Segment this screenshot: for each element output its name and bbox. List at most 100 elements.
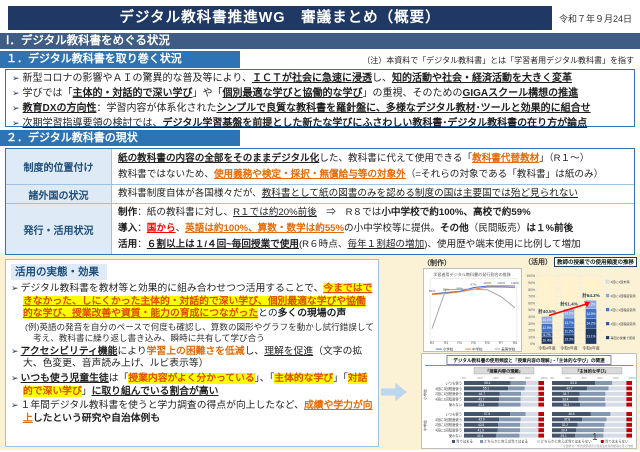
usage-caption: （活用） xyxy=(524,259,552,266)
svg-text:43.4: 43.4 xyxy=(478,403,484,407)
svg-text:20%: 20% xyxy=(565,376,571,380)
svg-text:43.9: 43.9 xyxy=(478,418,484,422)
bullet-arrow-icon: ➢ xyxy=(11,345,19,356)
svg-text:32.2: 32.2 xyxy=(562,423,568,427)
svg-text:40.4: 40.4 xyxy=(477,434,483,438)
bullet-arrow-icon: ➢ xyxy=(11,400,19,411)
svg-text:R5: R5 xyxy=(471,341,476,345)
svg-text:80%: 80% xyxy=(528,288,535,292)
svg-text:0%: 0% xyxy=(550,376,555,380)
svg-text:33.4: 33.4 xyxy=(562,397,568,401)
svg-text:令和6年度: 令和6年度 xyxy=(582,346,600,351)
effects-example: (例)英語の発音を自分のペースで何度も確認し、算数の図形やグラフを動かし試行錯誤… xyxy=(25,321,374,343)
svg-text:50%: 50% xyxy=(528,308,535,312)
svg-text:43.7: 43.7 xyxy=(566,387,572,391)
svg-text:使わない: 使わない xyxy=(449,402,463,407)
svg-text:40%: 40% xyxy=(528,315,535,319)
svg-text:20%: 20% xyxy=(477,376,483,380)
svg-text:43.7: 43.7 xyxy=(478,397,484,401)
situation-bullet-box: ➢ 新型コロナの影響やＡＩの驚異的な普及等により、ＩＣＴが社会に急速に浸透し、知的… xyxy=(5,69,635,129)
svg-text:学習者用デジタル教科書の発行割合の推移: 学習者用デジタル教科書の発行割合の推移 xyxy=(433,271,511,277)
bullet-arrow-icon: ➢ xyxy=(11,372,19,383)
section1-heading: Ⅰ．デジタル教科書をめぐる状況 xyxy=(0,33,640,49)
svg-text:計64.3%: 計64.3% xyxy=(582,292,600,299)
svg-text:令和5年度: 令和5年度 xyxy=(560,346,578,351)
svg-text:60%: 60% xyxy=(509,376,515,380)
svg-text:毎回の授業で使用: 毎回の授業で使用 xyxy=(611,335,636,340)
svg-text:88%: 88% xyxy=(443,287,449,291)
bullet-arrow-icon: ➢ xyxy=(12,88,20,98)
svg-text:23.1%: 23.1% xyxy=(586,334,595,338)
date-label: 令和７年９月24日 xyxy=(558,14,632,24)
situation-bullet: ➢ 教育DXの方向性：学習内容が体系化されたシンプルで良質な教科書を羅針盤に、多様… xyxy=(12,103,591,114)
table-row: 発行・活用状況 制作：紙の教科書に対し、R１では約20%前後 ⇒ R８では小中学校… xyxy=(6,204,634,254)
svg-text:計51.4%: 計51.4% xyxy=(560,301,578,308)
svg-text:14.8%: 14.8% xyxy=(586,312,595,316)
svg-text:4回に1回程度使う: 4回に1回程度使う xyxy=(435,428,462,433)
page-number: 1 xyxy=(592,432,598,443)
svg-text:4回に3回程度使用: 4回に3回程度使用 xyxy=(611,321,636,326)
effects-bullet: ➢ いつも使う児童生徒は「授業内容がよく分かっている」、「主体的な学び」「対話的で… xyxy=(11,372,368,397)
svg-text:12.2%: 12.2% xyxy=(586,303,595,307)
svg-text:いつも使う: いつも使う xyxy=(446,380,462,385)
svg-text:35.3: 35.3 xyxy=(563,403,569,407)
bullet-arrow-icon: ➢ xyxy=(12,118,20,128)
svg-text:53.8: 53.8 xyxy=(570,381,576,385)
table-row: 諸外国の状況 教科書制度自体が各国様々だが、教科書として紙の図書のみを認める制度の… xyxy=(6,185,634,204)
svg-text:R7: R7 xyxy=(499,341,504,345)
svg-text:30.4: 30.4 xyxy=(561,428,567,432)
svg-text:90%: 90% xyxy=(528,281,535,285)
svg-text:4回に1回程度使う: 4回に1回程度使う xyxy=(435,397,462,402)
situation-bullet: ➢ 新型コロナの影響やＡＩの驚異的な普及等により、ＩＣＴが社会に急速に浸透し、知的… xyxy=(12,73,572,84)
svg-text:デジタル教科書の使用頻度と「授業内容の理解」・「主体的な学び: デジタル教科書の使用頻度と「授業内容の理解」・「主体的な学び」の関連 xyxy=(453,357,605,364)
svg-text:70%: 70% xyxy=(528,295,535,299)
svg-text:57.8: 57.8 xyxy=(484,412,490,416)
effects-bullet: ➢ １年間デジタル教科書を使うと学力調査の得点が向上したなど、成績や学力が向上した… xyxy=(11,400,373,424)
relation-hbar-chart-svg: デジタル教科書の使用頻度と「授業内容の理解」・「主体的な学び」の関連「授業内容の… xyxy=(423,355,636,448)
svg-text:44.7: 44.7 xyxy=(479,392,485,396)
page-title: デジタル教科書推進WG 審議まとめ（概要） xyxy=(8,6,552,30)
svg-text:当てはまる: 当てはまる xyxy=(456,439,473,444)
effects-bullet: ➢ デジタル教科書を教材等と効果的に組み合わせつつ活用することで、今まではできなか… xyxy=(11,283,373,320)
situation-bullet: ➢ 次期学習指導要領の検討では、デジタル学習基盤を前提とした新たな学びにふさわしい… xyxy=(12,118,588,129)
svg-text:48.6: 48.6 xyxy=(568,412,574,416)
svg-text:60%: 60% xyxy=(528,301,535,305)
bullet-arrow-icon: ➢ xyxy=(11,283,19,293)
production-line-chart: （制作） 学習者用デジタル教科書の発行割合の推移 85% 88% 90% 97% 100%… xyxy=(423,258,522,357)
svg-text:中学校: 中学校 xyxy=(423,420,428,431)
section1-subheading: １．デジタル教科書を取り巻く状況 xyxy=(0,51,240,68)
svg-text:R8: R8 xyxy=(513,341,518,345)
svg-text:13.2%: 13.2% xyxy=(564,312,573,316)
svg-text:12.9%: 12.9% xyxy=(542,326,551,330)
svg-text:4回に1回程度使用: 4回に1回程度使用 xyxy=(611,293,636,298)
table-row-label: 発行・活用状況 xyxy=(6,204,112,254)
svg-text:11.2%: 11.2% xyxy=(565,329,574,333)
svg-text:42.6: 42.6 xyxy=(478,423,484,427)
table-row-content: 教科書制度自体が各国様々だが、教科書として紙の図書のみを認める制度の国は主要国で… xyxy=(118,188,579,199)
usage-stacked-chart-svg: 0% 10% 20% 30% 40% 50% 60% 70% 80% 90% 100% 10.4% 6.… xyxy=(526,274,636,351)
svg-text:4回に1回未満: 4回に1回未満 xyxy=(611,279,630,284)
production-caption: （制作） xyxy=(423,260,451,267)
svg-text:100%: 100% xyxy=(540,376,548,380)
svg-text:80%: 80% xyxy=(613,376,619,380)
svg-text:100%: 100% xyxy=(497,281,505,285)
svg-text:10.4%: 10.4% xyxy=(542,339,551,343)
svg-text:いつも使う: いつも使う xyxy=(446,411,462,416)
svg-text:「主体的な学び」: 「主体的な学び」 xyxy=(575,368,609,375)
production-line-chart-svg: 学習者用デジタル教科書の発行割合の推移 85% 88% 90% 97% 100% 100% 1… xyxy=(423,268,522,352)
svg-text:100%: 100% xyxy=(628,376,636,380)
svg-text:当てはまらない: 当てはまらない xyxy=(605,439,629,444)
svg-text:29.1: 29.1 xyxy=(561,434,567,438)
svg-text:どちらかと言えば当てはまらない: どちらかと言えば当てはまらない xyxy=(541,439,592,444)
svg-text:60%: 60% xyxy=(597,376,603,380)
svg-text:37.8: 37.8 xyxy=(564,418,570,422)
effects-heading: 活用の実態・効果 xyxy=(11,264,107,280)
usage-stacked-chart: （活用） 教師の授業での使用頻度の推移 0% 10% 20% 30% 40% 50% 60%… xyxy=(524,257,638,365)
effects-box: 活用の実態・効果 ➢ デジタル教科書を教材等と効果的に組み合わせつつ活用することで… xyxy=(5,259,379,447)
svg-text:令和4年度: 令和4年度 xyxy=(538,346,556,351)
svg-text:40%: 40% xyxy=(493,376,499,380)
relation-hbar-chart: デジタル教科書の使用頻度と「授業内容の理解」・「主体的な学び」の関連 「授業内容の… xyxy=(421,353,637,449)
svg-text:2回に1回程度使う: 2回に1回程度使う xyxy=(435,422,462,427)
svg-text:小学校: 小学校 xyxy=(423,389,428,400)
